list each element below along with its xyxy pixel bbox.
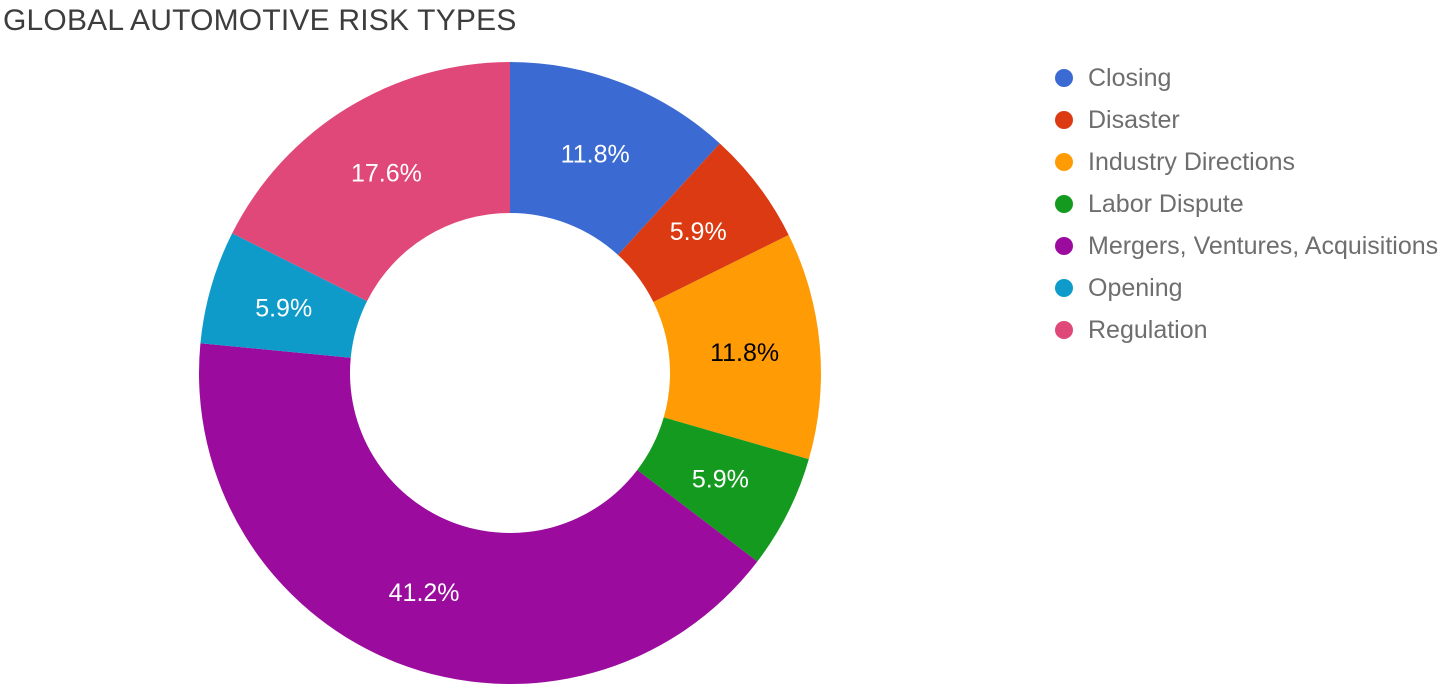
- chart-title: GLOBAL AUTOMOTIVE RISK TYPES: [3, 4, 517, 37]
- slice-disaster[interactable]: [617, 143, 789, 302]
- legend-color-dot-icon: [1055, 279, 1073, 297]
- slice-mergers-ventures-acquisitions[interactable]: [198, 343, 758, 685]
- chart-legend: Closing Disaster Industry Directions Labor …: [1048, 57, 1438, 351]
- legend-color-dot-icon: [1055, 69, 1073, 87]
- legend-item-regulation[interactable]: Regulation: [1048, 309, 1438, 351]
- legend-item-label: Closing: [1088, 63, 1172, 92]
- legend-item-labor-dispute[interactable]: Labor Dispute: [1048, 183, 1438, 225]
- legend-item-label: Opening: [1088, 273, 1183, 302]
- legend-color-dot-icon: [1055, 237, 1073, 255]
- legend-item-label: Mergers, Ventures, Acquisitions: [1088, 231, 1439, 260]
- legend-color-dot-icon: [1055, 111, 1073, 129]
- legend-color-dot-icon: [1055, 321, 1073, 339]
- slice-industry-directions[interactable]: [653, 234, 821, 460]
- legend-item-label: Labor Dispute: [1088, 189, 1244, 218]
- legend-item-disaster[interactable]: Disaster: [1048, 99, 1438, 141]
- donut-slices: [198, 61, 821, 685]
- legend-color-dot-icon: [1055, 153, 1073, 171]
- legend-item-label: Industry Directions: [1088, 147, 1296, 176]
- legend-item-opening[interactable]: Opening: [1048, 267, 1438, 309]
- legend-item-label: Disaster: [1088, 105, 1180, 134]
- legend-color-dot-icon: [1055, 195, 1073, 213]
- slice-labor-dispute[interactable]: [637, 417, 809, 562]
- legend-item-label: Regulation: [1088, 315, 1208, 344]
- legend-item-industry-directions[interactable]: Industry Directions: [1048, 141, 1438, 183]
- slice-regulation[interactable]: [232, 61, 511, 302]
- slice-closing[interactable]: [510, 62, 720, 255]
- legend-item-mergers-ventures-acquisitions[interactable]: Mergers, Ventures, Acquisitions: [1048, 225, 1438, 267]
- slice-opening[interactable]: [200, 233, 368, 358]
- legend-item-closing[interactable]: Closing: [1048, 57, 1438, 99]
